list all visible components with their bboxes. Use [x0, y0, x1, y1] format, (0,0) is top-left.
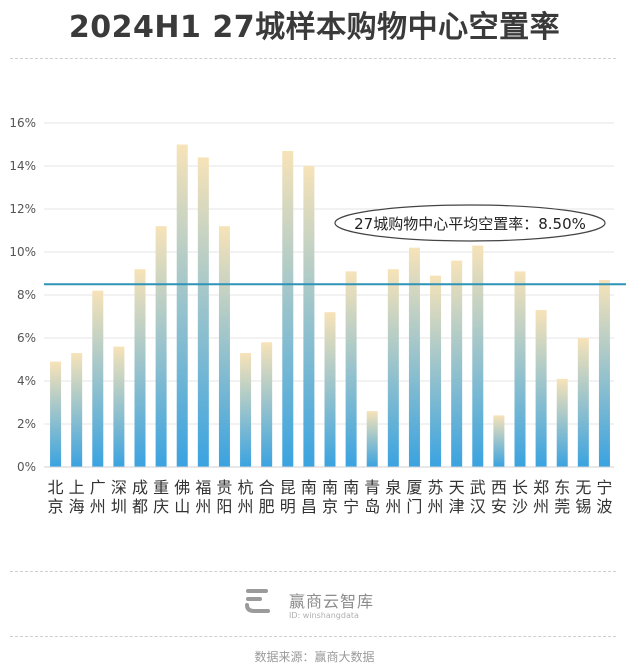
bar	[451, 260, 463, 467]
bar	[472, 245, 484, 467]
bar	[345, 271, 357, 467]
source-divider	[10, 636, 616, 637]
bar	[514, 271, 526, 467]
bar	[134, 269, 146, 467]
y-tick-label: 6%	[17, 331, 36, 345]
average-annotation-bubble	[334, 204, 606, 242]
bar	[535, 310, 547, 467]
bar	[408, 247, 420, 467]
bar	[197, 157, 209, 467]
bar	[282, 150, 294, 467]
y-tick-label: 12%	[9, 202, 36, 216]
x-tick-label: 北京	[48, 478, 64, 516]
title-divider	[10, 58, 616, 59]
bar	[155, 226, 167, 467]
bar	[430, 275, 442, 467]
bar	[176, 144, 188, 467]
brand-logo-icon	[245, 589, 270, 613]
x-tick-label: 无锡	[575, 478, 591, 516]
y-tick-label: 0%	[17, 460, 36, 474]
x-tick-label: 昆明	[280, 478, 296, 516]
x-tick-label: 武汉	[470, 478, 486, 516]
x-tick-label: 重庆	[153, 478, 169, 516]
x-tick-label: 东莞	[554, 478, 570, 516]
x-tick-label: 上海	[69, 478, 85, 516]
x-tick-label: 南宁	[343, 478, 359, 516]
x-tick-label: 青岛	[364, 478, 380, 516]
chart-title: 2024H1 27城样本购物中心空置率	[68, 10, 561, 45]
bar	[71, 353, 83, 467]
x-tick-label: 郑州	[533, 478, 549, 516]
x-tick-label: 南京	[322, 478, 338, 516]
average-annotation-label: 27城购物中心平均空置率：8.50%	[354, 215, 586, 233]
y-tick-label: 16%	[9, 116, 36, 130]
bar	[556, 378, 568, 467]
x-tick-label: 泉州	[385, 478, 401, 516]
x-tick-label: 深圳	[111, 478, 127, 516]
y-tick-label: 14%	[9, 159, 36, 173]
x-tick-label: 长沙	[512, 478, 528, 516]
x-tick-label: 广州	[90, 478, 106, 516]
bar	[324, 312, 336, 467]
bar	[261, 342, 273, 467]
x-tick-label: 天津	[449, 478, 465, 516]
x-tick-label: 福州	[195, 478, 211, 516]
bar	[387, 269, 399, 467]
footer-brand: 赢商云智库	[289, 592, 375, 611]
y-tick-label: 2%	[17, 417, 36, 431]
bar	[240, 353, 252, 467]
bar	[50, 361, 62, 467]
x-tick-label: 佛山	[174, 478, 190, 516]
bar	[92, 290, 104, 467]
footer-divider	[10, 571, 616, 572]
bar	[493, 415, 505, 467]
y-tick-label: 8%	[17, 288, 36, 302]
x-tick-label: 西安	[491, 478, 507, 516]
bar	[577, 338, 589, 467]
x-tick-label: 南昌	[301, 478, 317, 516]
bar-chart: 0% 2% 4% 6% 8% 10% 12% 14% 16% 北京上海广州深圳成都重庆佛山福州贵阳…	[9, 116, 626, 516]
bar	[303, 166, 315, 467]
x-tick-label: 厦门	[406, 478, 422, 516]
bar	[366, 411, 378, 467]
footer-id: ID: winshangdata	[289, 611, 359, 620]
data-source: 数据来源：赢商大数据	[254, 650, 375, 664]
x-tick-label: 贵阳	[216, 478, 232, 516]
bar	[598, 279, 610, 467]
x-tick-label: 成都	[132, 478, 148, 516]
x-tick-label: 杭州	[238, 478, 254, 516]
y-tick-label: 10%	[9, 245, 36, 259]
y-tick-label: 4%	[17, 374, 36, 388]
bar	[218, 226, 230, 467]
x-tick-label: 合肥	[259, 478, 275, 516]
x-tick-label: 苏州	[428, 478, 444, 516]
x-tick-label: 宁波	[596, 478, 612, 516]
bar	[113, 346, 125, 467]
